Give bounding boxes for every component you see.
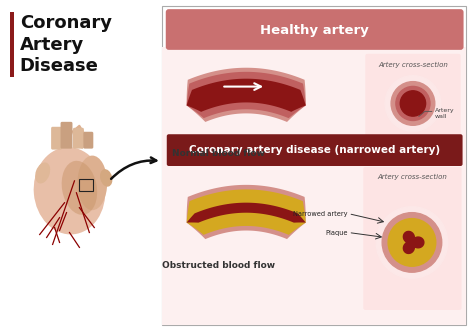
Circle shape: [376, 207, 447, 278]
Polygon shape: [187, 72, 306, 118]
Text: Artery
wall: Artery wall: [435, 108, 455, 118]
Polygon shape: [187, 189, 306, 235]
Polygon shape: [187, 68, 306, 122]
Circle shape: [391, 82, 435, 125]
FancyBboxPatch shape: [166, 9, 464, 50]
Ellipse shape: [35, 163, 50, 183]
FancyBboxPatch shape: [365, 54, 461, 145]
Bar: [10, 12, 14, 77]
Circle shape: [400, 91, 426, 116]
Polygon shape: [187, 203, 306, 223]
Bar: [162, 164, 465, 325]
Text: Normal blood flow: Normal blood flow: [172, 149, 265, 158]
FancyBboxPatch shape: [51, 127, 62, 150]
Text: Narrowed artery: Narrowed artery: [293, 211, 347, 217]
Ellipse shape: [100, 169, 112, 187]
Circle shape: [382, 213, 442, 272]
Ellipse shape: [77, 156, 107, 210]
Text: Healthy artery: Healthy artery: [260, 24, 369, 36]
Polygon shape: [73, 125, 84, 148]
Polygon shape: [187, 79, 306, 112]
FancyBboxPatch shape: [162, 6, 465, 325]
FancyBboxPatch shape: [73, 128, 84, 149]
Text: Plaque: Plaque: [325, 229, 347, 235]
Circle shape: [388, 218, 436, 266]
Bar: [80, 179, 93, 191]
Text: Coronary
Artery
Disease: Coronary Artery Disease: [20, 14, 112, 75]
Text: Obstructed blood flow: Obstructed blood flow: [162, 261, 275, 270]
FancyBboxPatch shape: [83, 132, 93, 149]
Text: Artery cross-section: Artery cross-section: [378, 62, 448, 68]
Polygon shape: [403, 231, 424, 254]
Circle shape: [385, 76, 441, 131]
FancyBboxPatch shape: [61, 122, 73, 149]
Text: Coronary artery disease (narrowed artery): Coronary artery disease (narrowed artery…: [189, 145, 440, 155]
Text: Artery cross-section: Artery cross-section: [377, 174, 447, 180]
FancyBboxPatch shape: [363, 167, 462, 310]
Ellipse shape: [34, 147, 105, 234]
Bar: [162, 47, 465, 166]
Ellipse shape: [62, 161, 97, 215]
FancyBboxPatch shape: [167, 134, 463, 166]
Polygon shape: [187, 185, 306, 239]
Circle shape: [396, 86, 430, 120]
